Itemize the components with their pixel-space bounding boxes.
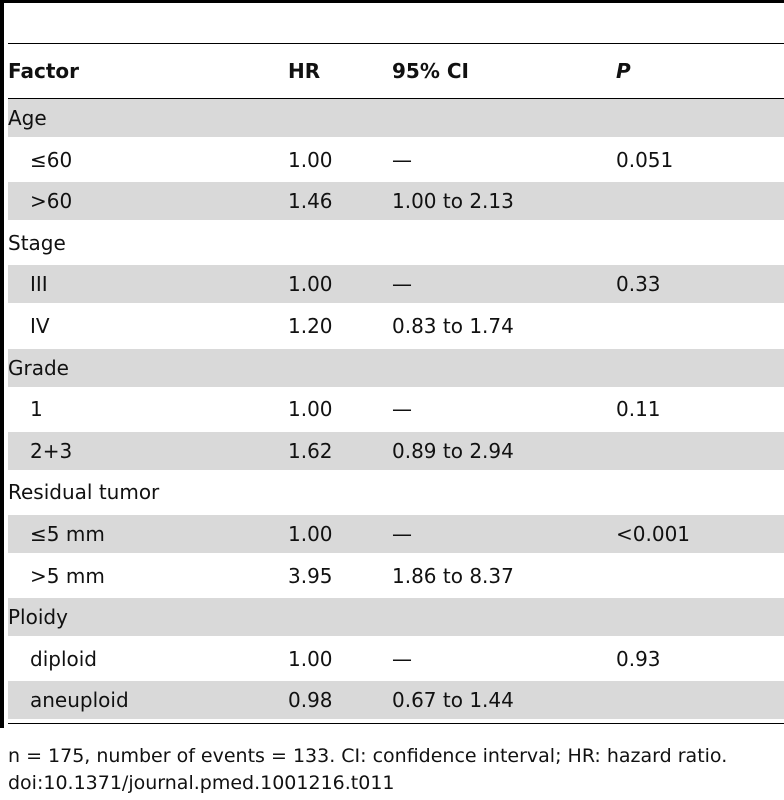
ci-value: — — [392, 646, 412, 671]
ci-value: 0.83 to 1.74 — [392, 314, 514, 338]
group-row: Stage — [8, 224, 784, 262]
factor-level: >60 — [30, 189, 73, 214]
group-label: Residual tumor — [8, 480, 160, 505]
factor-level: IV — [30, 314, 50, 338]
factor-level: 1 — [30, 397, 43, 422]
header-hr: HR — [288, 59, 321, 83]
factor-level: ≤5 mm — [30, 522, 105, 546]
table-row: 2+3 1.62 0.89 to 2.94 — [8, 431, 784, 470]
hr-value: 1.62 — [288, 438, 333, 463]
hr-value: 3.95 — [288, 563, 333, 588]
table-footnote: n = 175, number of events = 133. CI: con… — [8, 743, 778, 797]
ci-value: — — [392, 147, 412, 172]
hr-value: 1.00 — [288, 272, 333, 297]
hr-value: 1.46 — [288, 189, 333, 214]
group-row: Grade — [8, 348, 784, 387]
ci-value: 0.67 to 1.44 — [392, 688, 514, 713]
hr-value: 1.00 — [288, 397, 333, 422]
hr-value: 1.00 — [288, 522, 333, 546]
table-bottom-rule — [8, 723, 784, 724]
footnote-doi: doi:10.1371/journal.pmed.1001216.t011 — [8, 772, 395, 794]
ci-value: 1.00 to 2.13 — [392, 189, 514, 214]
table-row: diploid 1.00 — 0.93 — [8, 640, 784, 678]
group-row: Residual tumor — [8, 473, 784, 511]
table-row: aneuploid 0.98 0.67 to 1.44 — [8, 681, 784, 720]
table-row: >60 1.46 1.00 to 2.13 — [8, 182, 784, 221]
table-row: ≤5 mm 1.00 — <0.001 — [8, 515, 784, 553]
hr-value: 0.98 — [288, 688, 333, 713]
group-label: Ploidy — [8, 605, 68, 630]
header-bottom-rule — [8, 98, 784, 99]
hr-value: 1.20 — [288, 314, 333, 338]
hr-value: 1.00 — [288, 147, 333, 172]
p-value: 0.33 — [616, 272, 661, 297]
header-ci: 95% CI — [392, 59, 469, 83]
table-header-row: Factor HR 95% CI P — [8, 44, 784, 98]
group-row: Age — [8, 99, 784, 137]
table-row: 1 1.00 — 0.11 — [8, 390, 784, 428]
ci-value: 0.89 to 2.94 — [392, 438, 514, 463]
header-top-rule — [8, 43, 784, 44]
footnote-line-1: n = 175, number of events = 133. CI: con… — [8, 745, 728, 767]
hr-value: 1.00 — [288, 646, 333, 671]
p-value: <0.001 — [616, 522, 691, 546]
group-label: Stage — [8, 230, 66, 255]
ci-value: — — [392, 522, 412, 546]
factor-level: III — [30, 272, 48, 297]
header-factor: Factor — [8, 59, 80, 83]
left-border — [0, 0, 4, 728]
factor-level: ≤60 — [30, 147, 73, 172]
table-row: IV 1.20 0.83 to 1.74 — [8, 307, 784, 345]
p-value: 0.11 — [616, 397, 661, 422]
factor-level: aneuploid — [30, 688, 129, 713]
ci-value: 1.86 to 8.37 — [392, 563, 514, 588]
group-label: Grade — [8, 355, 69, 380]
table-row: >5 mm 3.95 1.86 to 8.37 — [8, 557, 784, 595]
table-row: ≤60 1.00 — 0.051 — [8, 141, 784, 179]
group-row: Ploidy — [8, 598, 784, 637]
p-value: 0.051 — [616, 147, 674, 172]
top-rule — [0, 0, 784, 3]
ci-value: — — [392, 397, 412, 422]
p-value: 0.93 — [616, 646, 661, 671]
factor-level: diploid — [30, 646, 97, 671]
ci-value: — — [392, 272, 412, 297]
factor-level: 2+3 — [30, 438, 73, 463]
header-p: P — [616, 59, 631, 83]
table-row: III 1.00 — 0.33 — [8, 265, 784, 304]
factor-level: >5 mm — [30, 563, 105, 588]
group-label: Age — [8, 106, 47, 130]
